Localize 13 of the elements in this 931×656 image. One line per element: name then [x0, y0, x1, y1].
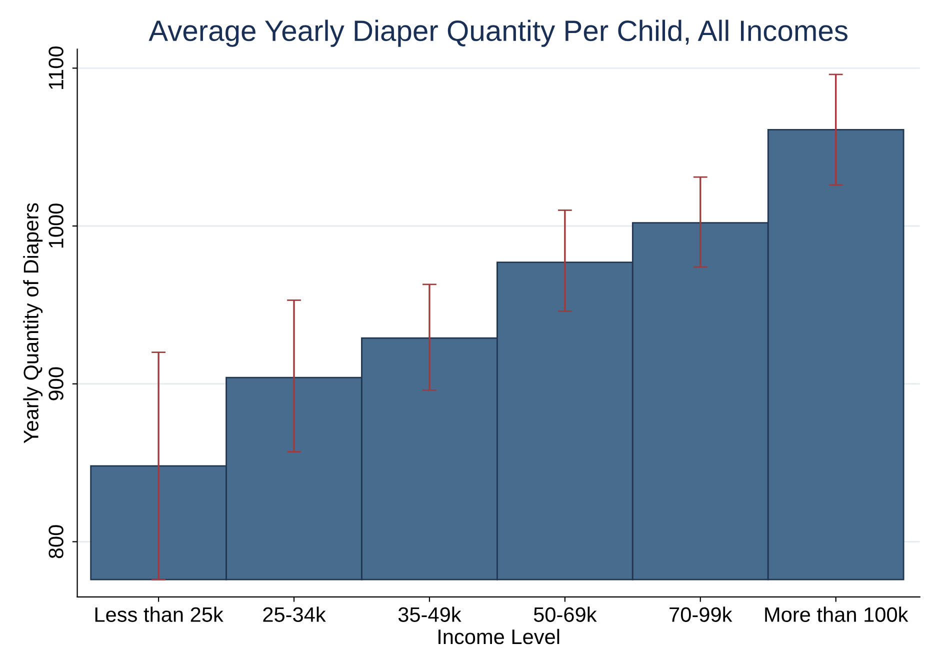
y-axis-title: Yearly Quantity of Diapers [23, 203, 43, 444]
y-tick-label: 1100 [48, 46, 64, 89]
x-axis-title: Income Level [438, 628, 560, 644]
x-tick-label: More than 100k [765, 606, 908, 622]
x-tick-label: Less than 25k [95, 606, 224, 622]
y-tick-label: 900 [48, 367, 64, 400]
y-tick-label: 1000 [48, 204, 64, 248]
x-tick-label: 35-49k [398, 606, 462, 622]
chart-title: Average Yearly Diaper Quantity Per Child, All Incomes [148, 20, 848, 47]
y-tick-label: 800 [48, 525, 64, 558]
x-tick-label: 70-99k [670, 606, 732, 622]
x-tick-label: 50-69k [534, 606, 597, 622]
x-tick-label: 25-34k [263, 606, 326, 622]
